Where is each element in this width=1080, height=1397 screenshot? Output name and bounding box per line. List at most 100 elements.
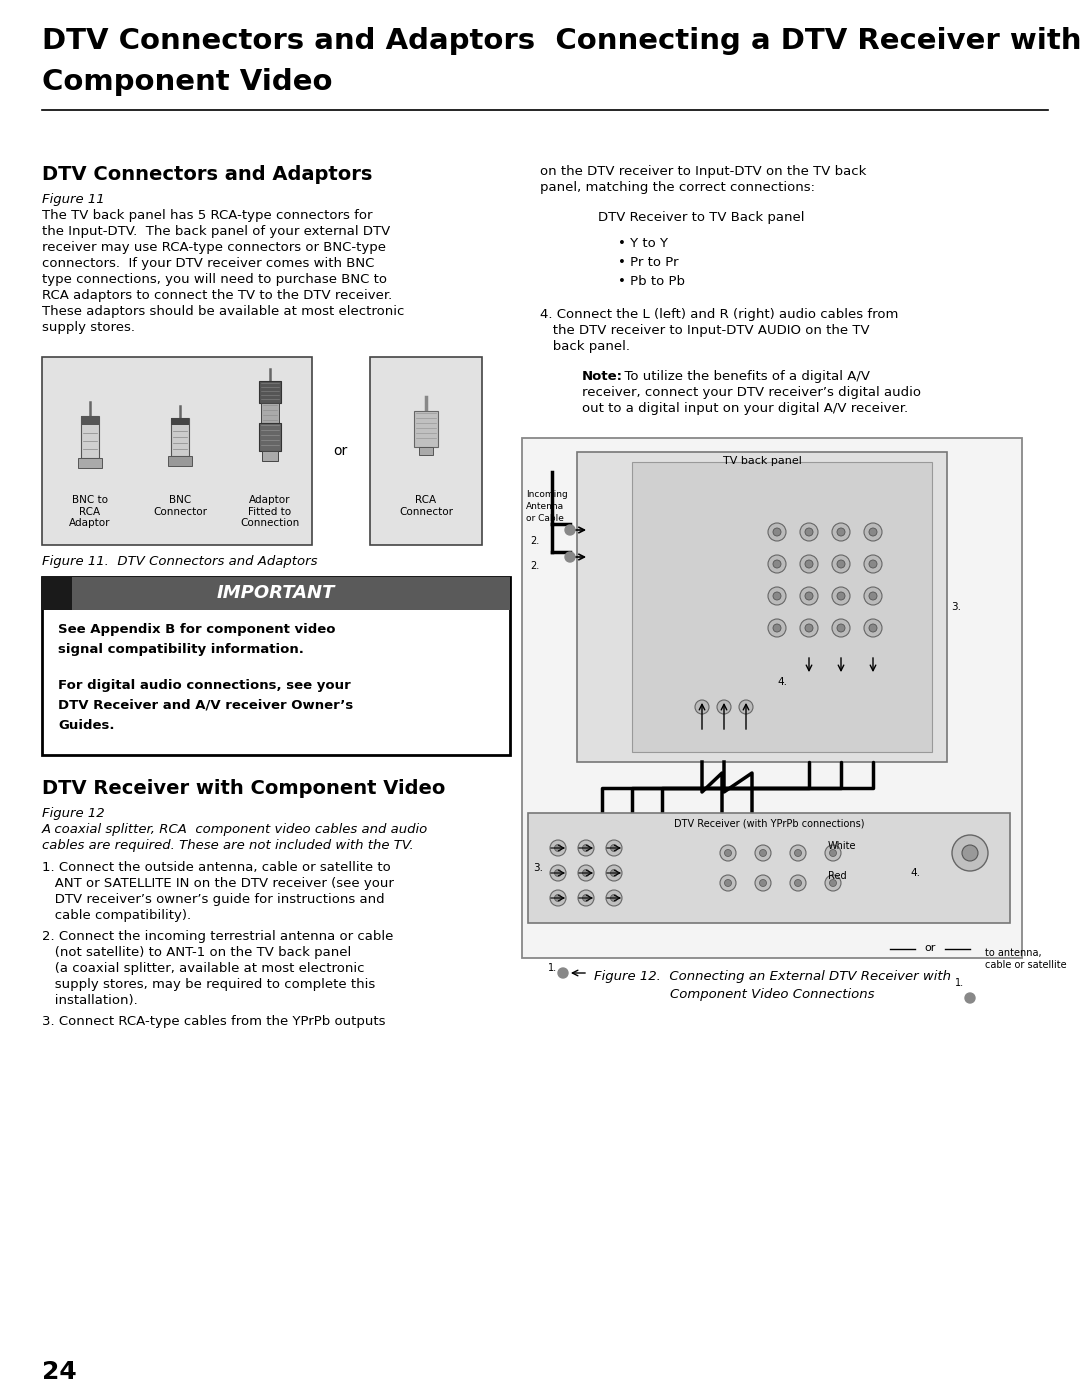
Circle shape bbox=[825, 875, 841, 891]
Circle shape bbox=[789, 845, 806, 861]
Text: Note:: Note: bbox=[582, 370, 623, 383]
Circle shape bbox=[805, 624, 813, 631]
Circle shape bbox=[755, 845, 771, 861]
Text: receiver, connect your DTV receiver’s digital audio: receiver, connect your DTV receiver’s di… bbox=[582, 386, 921, 400]
Circle shape bbox=[864, 555, 882, 573]
Circle shape bbox=[578, 840, 594, 856]
Bar bbox=[81, 416, 99, 425]
Circle shape bbox=[606, 865, 622, 882]
Circle shape bbox=[610, 869, 618, 876]
Text: • Pr to Pr: • Pr to Pr bbox=[618, 256, 678, 270]
Text: Component Video Connections: Component Video Connections bbox=[670, 988, 874, 1002]
Text: installation).: installation). bbox=[42, 995, 138, 1007]
Text: These adaptors should be available at most electronic: These adaptors should be available at mo… bbox=[42, 305, 404, 319]
Circle shape bbox=[768, 555, 786, 573]
Text: RCA adaptors to connect the TV to the DTV receiver.: RCA adaptors to connect the TV to the DT… bbox=[42, 289, 392, 302]
Text: or: or bbox=[924, 943, 935, 953]
Circle shape bbox=[554, 845, 562, 852]
Bar bbox=[259, 423, 281, 451]
Bar bbox=[81, 416, 99, 458]
Circle shape bbox=[864, 587, 882, 605]
Circle shape bbox=[773, 624, 781, 631]
Circle shape bbox=[768, 587, 786, 605]
Circle shape bbox=[725, 849, 731, 856]
Text: 4. Connect the L (left) and R (right) audio cables from: 4. Connect the L (left) and R (right) au… bbox=[540, 307, 899, 321]
Circle shape bbox=[832, 522, 850, 541]
Text: DTV Receiver (with YPrPb connections): DTV Receiver (with YPrPb connections) bbox=[674, 819, 864, 828]
Text: 1. Connect the outside antenna, cable or satellite to: 1. Connect the outside antenna, cable or… bbox=[42, 861, 391, 875]
Circle shape bbox=[800, 555, 818, 573]
Circle shape bbox=[610, 894, 618, 901]
Circle shape bbox=[951, 835, 988, 870]
Circle shape bbox=[837, 560, 845, 569]
Circle shape bbox=[789, 875, 806, 891]
Circle shape bbox=[720, 845, 735, 861]
Text: RCA
Connector: RCA Connector bbox=[399, 495, 453, 517]
Circle shape bbox=[800, 522, 818, 541]
Text: For digital audio connections, see your
DTV Receiver and A/V receiver Owner’s
Gu: For digital audio connections, see your … bbox=[58, 679, 353, 732]
Circle shape bbox=[610, 845, 618, 852]
Circle shape bbox=[800, 619, 818, 637]
Circle shape bbox=[795, 880, 801, 887]
Text: (a coaxial splitter, available at most electronic: (a coaxial splitter, available at most e… bbox=[42, 963, 365, 975]
Text: Red: Red bbox=[828, 870, 847, 882]
Circle shape bbox=[768, 619, 786, 637]
Text: DTV Receiver to TV Back panel: DTV Receiver to TV Back panel bbox=[598, 211, 805, 224]
Bar bbox=[259, 381, 281, 402]
Text: The TV back panel has 5 RCA-type connectors for: The TV back panel has 5 RCA-type connect… bbox=[42, 210, 373, 222]
Text: to antenna,
cable or satellite: to antenna, cable or satellite bbox=[985, 949, 1067, 970]
Circle shape bbox=[869, 624, 877, 631]
Circle shape bbox=[759, 849, 767, 856]
Bar bbox=[414, 411, 438, 447]
Circle shape bbox=[717, 700, 731, 714]
Circle shape bbox=[825, 845, 841, 861]
Circle shape bbox=[720, 875, 735, 891]
Circle shape bbox=[696, 700, 708, 714]
Circle shape bbox=[795, 849, 801, 856]
Text: 2.: 2. bbox=[530, 562, 539, 571]
Text: the Input-DTV.  The back panel of your external DTV: the Input-DTV. The back panel of your ex… bbox=[42, 225, 390, 237]
Text: out to a digital input on your digital A/V receiver.: out to a digital input on your digital A… bbox=[582, 402, 908, 415]
Circle shape bbox=[829, 849, 837, 856]
Text: back panel.: back panel. bbox=[540, 339, 630, 353]
Bar bbox=[78, 458, 102, 468]
Bar bbox=[42, 577, 510, 610]
Bar bbox=[171, 418, 189, 425]
Circle shape bbox=[582, 845, 590, 852]
Circle shape bbox=[773, 528, 781, 536]
Text: See Appendix B for component video
signal compatibility information.: See Appendix B for component video signa… bbox=[58, 623, 336, 657]
Text: To utilize the benefits of a digital A/V: To utilize the benefits of a digital A/V bbox=[616, 370, 870, 383]
Text: BNC to
RCA
Adaptor: BNC to RCA Adaptor bbox=[69, 495, 111, 528]
Text: 1.: 1. bbox=[956, 978, 964, 988]
Circle shape bbox=[837, 624, 845, 631]
Circle shape bbox=[558, 968, 568, 978]
Circle shape bbox=[864, 619, 882, 637]
Circle shape bbox=[565, 552, 575, 562]
Bar bbox=[528, 813, 1010, 923]
Circle shape bbox=[755, 875, 771, 891]
Circle shape bbox=[768, 522, 786, 541]
Text: 4.: 4. bbox=[777, 678, 787, 687]
Circle shape bbox=[725, 880, 731, 887]
Text: (not satellite) to ANT-1 on the TV back panel: (not satellite) to ANT-1 on the TV back … bbox=[42, 946, 351, 958]
Circle shape bbox=[869, 560, 877, 569]
Text: • Pb to Pb: • Pb to Pb bbox=[618, 275, 685, 288]
Bar bbox=[522, 439, 1022, 958]
Text: type connections, you will need to purchase BNC to: type connections, you will need to purch… bbox=[42, 272, 387, 286]
Circle shape bbox=[582, 869, 590, 876]
Text: Figure 12.  Connecting an External DTV Receiver with: Figure 12. Connecting an External DTV Re… bbox=[594, 970, 950, 983]
Text: panel, matching the correct connections:: panel, matching the correct connections: bbox=[540, 182, 815, 194]
Circle shape bbox=[739, 700, 753, 714]
Circle shape bbox=[578, 890, 594, 907]
Circle shape bbox=[805, 560, 813, 569]
Text: DTV Connectors and Adaptors  Connecting a DTV Receiver with: DTV Connectors and Adaptors Connecting a… bbox=[42, 27, 1080, 54]
Circle shape bbox=[550, 890, 566, 907]
Text: DTV receiver’s owner’s guide for instructions and: DTV receiver’s owner’s guide for instruc… bbox=[42, 893, 384, 907]
Text: DTV Connectors and Adaptors: DTV Connectors and Adaptors bbox=[42, 165, 373, 184]
Text: 3.: 3. bbox=[534, 863, 543, 873]
Circle shape bbox=[832, 587, 850, 605]
Circle shape bbox=[554, 869, 562, 876]
Text: or: or bbox=[333, 444, 347, 458]
Text: 3. Connect RCA-type cables from the YPrPb outputs: 3. Connect RCA-type cables from the YPrP… bbox=[42, 1016, 386, 1028]
Bar bbox=[577, 453, 947, 761]
